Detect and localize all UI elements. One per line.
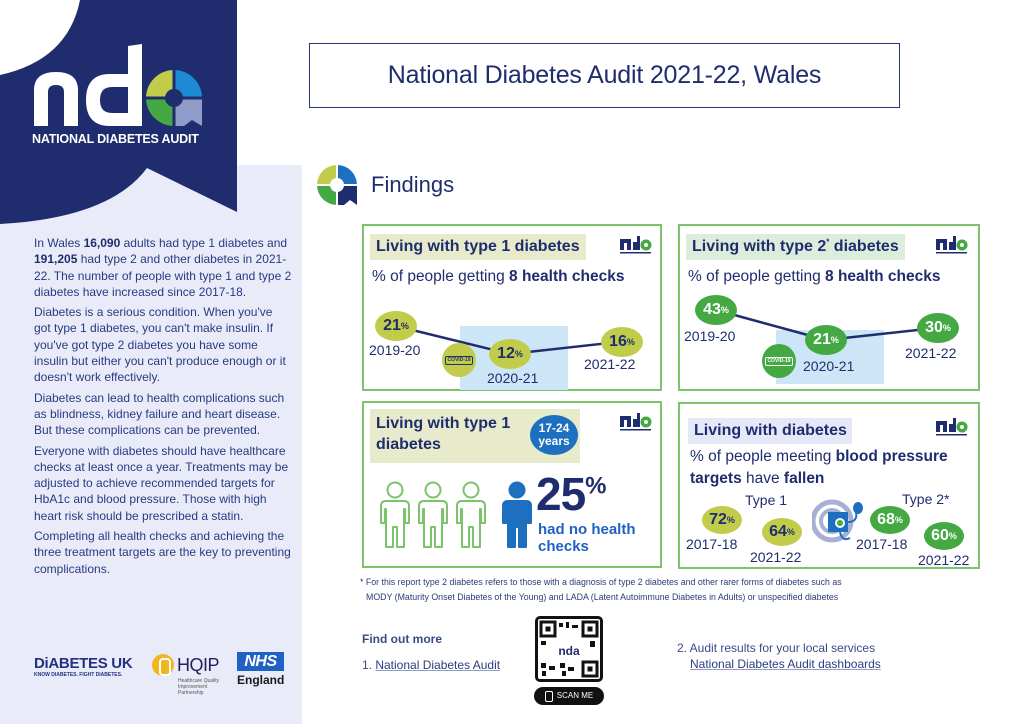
value-bubble: 64% <box>762 518 802 546</box>
card-blood-pressure: Living with diabetes % of people meeting… <box>678 402 980 569</box>
nda-ring-icon <box>317 165 357 205</box>
find-out-more-heading: Find out more <box>362 632 442 646</box>
sidebar-paragraph: Diabetes is a serious condition. When yo… <box>34 305 286 385</box>
hqip-name: HQIP <box>177 655 220 675</box>
covid-icon: COVID-19 <box>762 344 796 378</box>
value-bubble: 43% <box>695 295 737 325</box>
card-subtitle: % of people getting 8 health checks <box>372 268 625 285</box>
footnote: * For this report type 2 diabetes refers… <box>360 575 960 604</box>
nda-mini-logo-icon <box>936 418 968 436</box>
person-icon <box>456 481 486 548</box>
blood-pressure-monitor-icon <box>812 499 863 543</box>
type1-label: Type 1 <box>745 492 788 508</box>
hqip-logo: HQIP Healthcare Quality Improvement Part… <box>152 654 232 696</box>
year-label: 2017-18 <box>856 536 908 552</box>
year-label: 2021-22 <box>918 552 970 568</box>
nda-mini-logo-icon <box>620 236 652 254</box>
link-item-1: 1. National Diabetes Audit <box>362 658 501 672</box>
value-bubble: 21% <box>805 325 847 355</box>
diabetes-uk-name: DiABETES UK <box>34 655 133 672</box>
sidebar-text: In Wales 16,090 adults had type 1 diabet… <box>34 235 292 581</box>
year-label: 2020-21 <box>803 358 855 374</box>
value-bubble: 60% <box>924 522 964 550</box>
person-highlighted-icon <box>502 481 532 548</box>
nda-mini-logo-icon <box>620 413 652 431</box>
footnote-line: MODY (Maturity Onset Diabetes of the You… <box>366 591 839 602</box>
svg-text:nda: nda <box>558 644 580 658</box>
nda-banner: NATIONAL DIABETES AUDIT <box>0 0 240 230</box>
big-percentage: 25% <box>536 468 607 520</box>
phone-icon <box>544 690 553 702</box>
card-tag: Living with type 1 diabetes <box>370 234 586 260</box>
sidebar-paragraph: Completing all health checks and achievi… <box>34 529 291 576</box>
year-label: 2021-22 <box>750 549 802 565</box>
title-box: National Diabetes Audit 2021-22, Wales <box>309 43 900 108</box>
findings-title: Findings <box>371 172 455 197</box>
hqip-tagline: Healthcare Quality Improvement Partnersh… <box>178 678 220 696</box>
sidebar-panel <box>0 165 302 724</box>
card-subtitle: % of people getting 8 health checks <box>688 268 941 285</box>
card-tag: Living with diabetes <box>688 418 852 444</box>
footnote-line: * For this report type 2 diabetes refers… <box>360 577 842 587</box>
nda-dashboards-link[interactable]: National Diabetes Audit dashboards <box>690 657 881 671</box>
nhs-region: England <box>237 673 285 687</box>
year-label: 2019-20 <box>684 328 736 344</box>
diabetes-uk-tagline: KNOW DIABETES. FIGHT DIABETES. <box>34 672 123 678</box>
year-label: 2017-18 <box>686 536 738 552</box>
person-icon <box>418 481 448 548</box>
sidebar-paragraph: Diabetes can lead to health complication… <box>34 390 285 438</box>
card-tag: Living with type 2* diabetes <box>686 234 905 260</box>
logo-caption: NATIONAL DIABETES AUDIT <box>32 132 199 146</box>
sidebar-paragraph: In Wales 16,090 adults had type 1 diabet… <box>34 236 292 299</box>
national-diabetes-audit-link[interactable]: National Diabetes Audit <box>375 658 501 672</box>
age-badge: 17-24 years <box>530 415 578 455</box>
value-bubble: 30% <box>917 312 959 343</box>
nda-logo-icon <box>34 44 204 126</box>
partner-logos: DiABETES UK KNOW DIABETES. FIGHT DIABETE… <box>34 652 294 698</box>
page-title: National Diabetes Audit 2021-22, Wales <box>387 61 822 89</box>
year-label: 2020-21 <box>487 370 539 386</box>
value-bubble: 72% <box>702 506 742 534</box>
person-icon <box>380 481 410 548</box>
value-bubble: 21% <box>375 311 417 341</box>
card-subtitle: % of people meeting blood pressure targe… <box>690 448 948 487</box>
nda-logo: NATIONAL DIABETES AUDIT <box>32 44 212 146</box>
value-bubble: 12% <box>489 339 531 369</box>
year-label: 2019-20 <box>369 342 421 358</box>
card-young-type1: Living with type 1 diabetes 17-24 years … <box>362 401 662 568</box>
link-item-2: 2. Audit results for your local services… <box>677 641 881 671</box>
year-label: 2021-22 <box>584 355 636 372</box>
year-label: 2021-22 <box>905 344 957 361</box>
big-percentage-label: had no health checks <box>538 521 636 555</box>
sidebar-paragraph: Everyone with diabetes should have healt… <box>34 443 289 523</box>
findings-heading: Findings <box>317 165 454 205</box>
value-bubble: 68% <box>870 506 910 534</box>
covid-icon: COVID-19 <box>442 343 476 377</box>
hqip-icon <box>152 654 174 676</box>
card-type2-health-checks: Living with type 2* diabetes % of people… <box>678 224 980 391</box>
qr-code[interactable]: nda <box>535 616 603 682</box>
diabetes-uk-logo: DiABETES UK KNOW DIABETES. FIGHT DIABETE… <box>34 656 146 679</box>
card-type1-health-checks: Living with type 1 diabetes % of people … <box>362 224 662 391</box>
nhs-england-logo: NHS England <box>237 652 284 687</box>
qr-code-icon: nda <box>539 620 599 678</box>
type2-label: Type 2* <box>902 491 950 507</box>
scan-me-button[interactable]: SCAN ME <box>534 687 604 705</box>
banner-shape <box>0 0 237 224</box>
nhs-badge: NHS <box>237 652 284 671</box>
nda-mini-logo-icon <box>936 236 968 254</box>
value-bubble: 16% <box>601 326 643 357</box>
